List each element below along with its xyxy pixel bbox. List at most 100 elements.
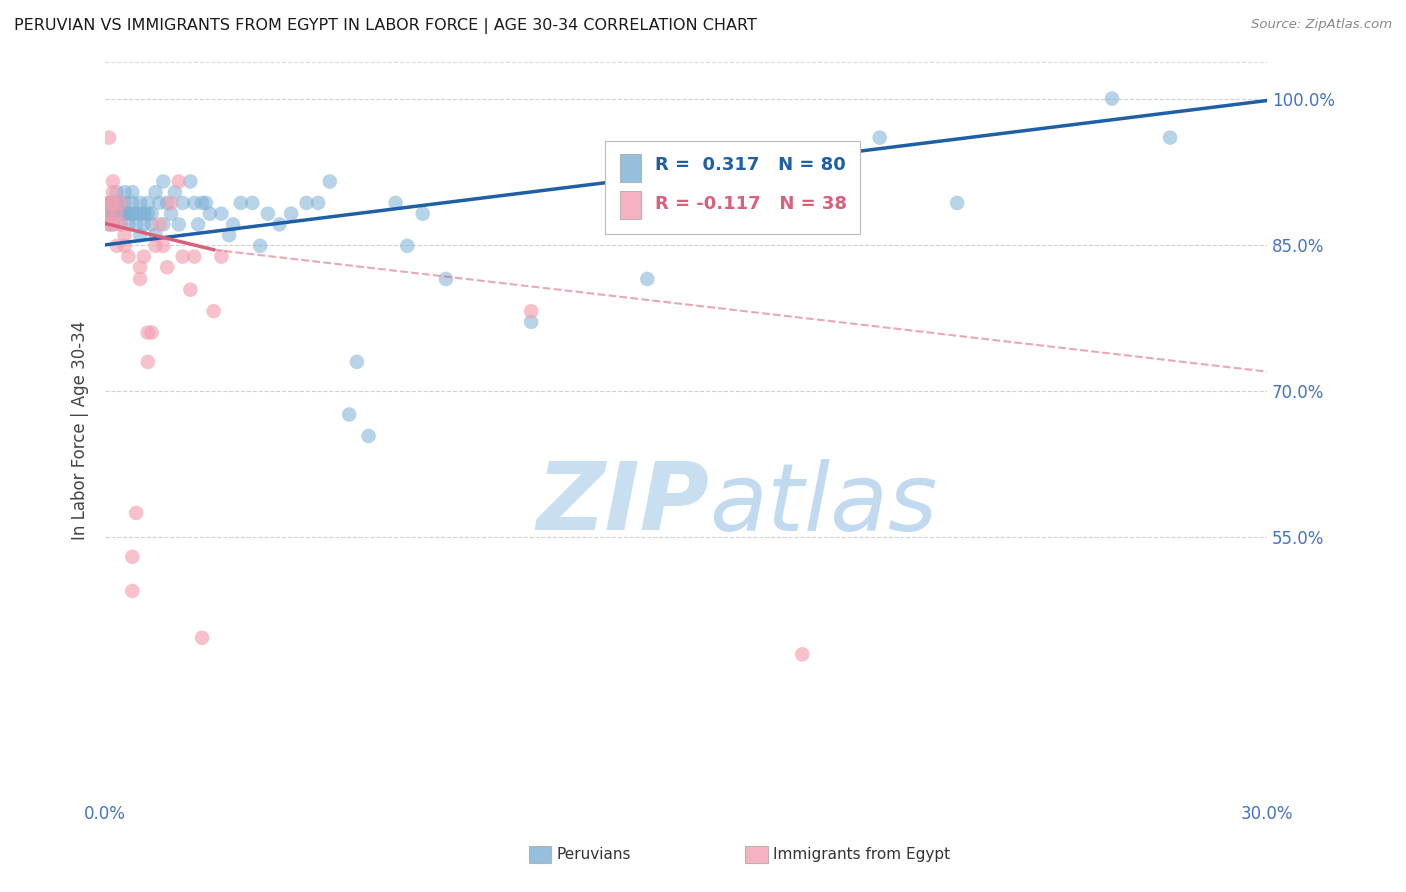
Point xyxy=(136,207,159,221)
Point xyxy=(98,207,121,221)
Text: R = -0.117   N = 38: R = -0.117 N = 38 xyxy=(655,195,846,213)
Point xyxy=(156,195,179,210)
Point xyxy=(136,326,159,340)
Point xyxy=(117,218,139,232)
Point xyxy=(145,239,167,253)
Point xyxy=(156,260,179,275)
Point xyxy=(792,648,814,662)
Point xyxy=(396,239,419,253)
Point xyxy=(98,195,121,210)
Point xyxy=(98,218,121,232)
Point xyxy=(357,429,380,443)
Point xyxy=(141,326,163,340)
Point xyxy=(148,195,170,210)
Point xyxy=(434,272,457,286)
Point xyxy=(132,250,155,264)
Point xyxy=(179,174,201,188)
Point xyxy=(384,195,406,210)
Point xyxy=(101,218,124,232)
Point xyxy=(98,130,121,145)
Point xyxy=(125,207,148,221)
Point xyxy=(194,195,217,210)
Point xyxy=(183,195,205,210)
Point xyxy=(145,228,167,243)
Point xyxy=(129,207,152,221)
Point xyxy=(121,207,143,221)
Point xyxy=(136,195,159,210)
Point xyxy=(229,195,252,210)
Point xyxy=(110,195,132,210)
Y-axis label: In Labor Force | Age 30-34: In Labor Force | Age 30-34 xyxy=(72,320,89,540)
Point xyxy=(346,355,368,369)
Point xyxy=(202,304,225,318)
Point xyxy=(121,584,143,599)
Point xyxy=(191,195,214,210)
Point xyxy=(209,250,232,264)
FancyBboxPatch shape xyxy=(605,141,860,234)
Point xyxy=(152,218,174,232)
Point xyxy=(117,250,139,264)
Text: Immigrants from Egypt: Immigrants from Egypt xyxy=(773,847,950,862)
Point xyxy=(132,207,155,221)
Point xyxy=(114,239,136,253)
Point xyxy=(183,250,205,264)
Point xyxy=(121,195,143,210)
Point xyxy=(869,130,891,145)
Point xyxy=(101,195,124,210)
Point xyxy=(152,239,174,253)
Point xyxy=(167,218,190,232)
Point xyxy=(163,185,186,199)
Point xyxy=(105,195,128,210)
Point xyxy=(121,549,143,564)
Point xyxy=(222,218,245,232)
Point xyxy=(110,218,132,232)
Point xyxy=(121,185,143,199)
Point xyxy=(98,218,121,232)
Point xyxy=(141,218,163,232)
Point xyxy=(412,207,434,221)
Point xyxy=(141,207,163,221)
Point xyxy=(520,315,543,329)
Point xyxy=(114,228,136,243)
Point xyxy=(319,174,342,188)
Point xyxy=(160,207,183,221)
Point xyxy=(172,250,194,264)
Point xyxy=(1159,130,1181,145)
Point xyxy=(946,195,969,210)
Point xyxy=(101,207,124,221)
Point xyxy=(249,239,271,253)
Text: ZIP: ZIP xyxy=(537,458,709,550)
Point xyxy=(114,185,136,199)
Point xyxy=(209,207,232,221)
Point xyxy=(129,260,152,275)
Point xyxy=(117,207,139,221)
Point xyxy=(105,185,128,199)
Point xyxy=(257,207,280,221)
Point xyxy=(125,218,148,232)
Point xyxy=(98,207,121,221)
Point xyxy=(337,408,360,422)
Point xyxy=(148,218,170,232)
Point xyxy=(520,304,543,318)
Text: PERUVIAN VS IMMIGRANTS FROM EGYPT IN LABOR FORCE | AGE 30-34 CORRELATION CHART: PERUVIAN VS IMMIGRANTS FROM EGYPT IN LAB… xyxy=(14,18,756,34)
FancyBboxPatch shape xyxy=(620,153,641,182)
Point xyxy=(98,195,121,210)
Point xyxy=(167,174,190,188)
Point xyxy=(125,506,148,520)
Point xyxy=(160,195,183,210)
Point xyxy=(240,195,263,210)
Point xyxy=(280,207,302,221)
Point xyxy=(101,174,124,188)
Point xyxy=(101,185,124,199)
Point xyxy=(110,218,132,232)
Point xyxy=(98,207,121,221)
Point xyxy=(105,195,128,210)
Point xyxy=(179,283,201,297)
Point xyxy=(98,195,121,210)
Point xyxy=(145,185,167,199)
Point xyxy=(129,228,152,243)
Point xyxy=(105,239,128,253)
Text: atlas: atlas xyxy=(709,458,938,549)
Point xyxy=(110,207,132,221)
Point xyxy=(295,195,318,210)
